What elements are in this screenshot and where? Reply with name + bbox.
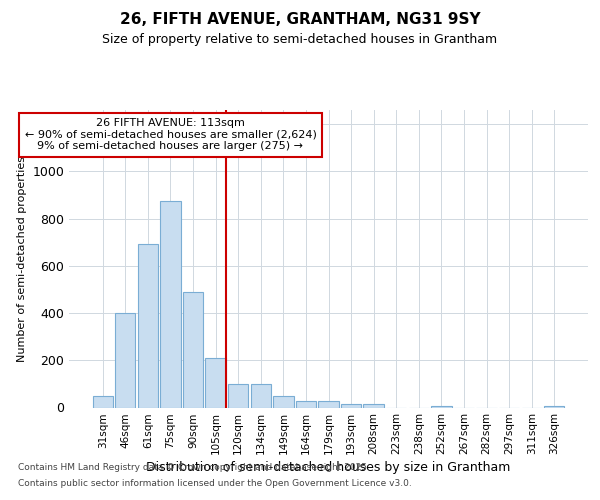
Bar (319, 401, 338, 407)
Bar (183, 292, 203, 408)
Text: 26, FIFTH AVENUE, GRANTHAM, NG31 9SY: 26, FIFTH AVENUE, GRANTHAM, NG31 9SY (119, 12, 481, 28)
Bar (296, 401, 316, 407)
Text: Contains public sector information licensed under the Open Government Licence v3: Contains public sector information licen… (18, 478, 412, 488)
Bar (138, 244, 158, 408)
Y-axis label: Number of semi-detached properties: Number of semi-detached properties (17, 156, 27, 362)
X-axis label: Distribution of semi-detached houses by size in Grantham: Distribution of semi-detached houses by … (146, 462, 511, 474)
Bar (115, 313, 136, 408)
Bar (160, 201, 181, 408)
Text: Contains HM Land Registry data © Crown copyright and database right 2025.: Contains HM Land Registry data © Crown c… (18, 464, 370, 472)
Bar (251, 384, 271, 407)
Bar (228, 384, 248, 407)
Bar (431, 406, 452, 407)
Text: 26 FIFTH AVENUE: 113sqm
← 90% of semi-detached houses are smaller (2,624)
9% of : 26 FIFTH AVENUE: 113sqm ← 90% of semi-de… (25, 118, 316, 152)
Text: Size of property relative to semi-detached houses in Grantham: Size of property relative to semi-detach… (103, 32, 497, 46)
Bar (273, 396, 293, 407)
Bar (341, 404, 361, 407)
Bar (205, 358, 226, 408)
Bar (92, 396, 113, 407)
Bar (544, 406, 565, 407)
Bar (364, 404, 384, 407)
